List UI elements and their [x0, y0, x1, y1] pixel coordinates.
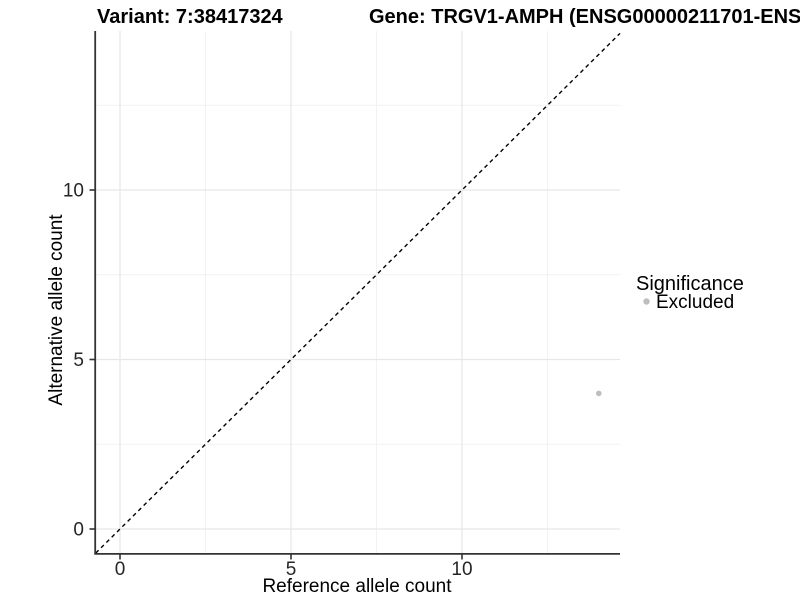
- legend: Significance Excluded: [636, 273, 744, 313]
- x-axis-title: Reference allele count: [262, 576, 452, 597]
- x-tick-label-0: 0: [115, 559, 126, 580]
- identity-reference-line: [95, 32, 621, 554]
- y-tick-label-5: 5: [73, 350, 84, 371]
- x-tick-label-5: 5: [286, 559, 297, 580]
- y-axis-title: Alternative allele count: [46, 214, 67, 406]
- gridlines-major: [95, 31, 620, 553]
- x-tick-label-10: 10: [451, 559, 472, 580]
- y-tick-label-0: 0: [73, 520, 84, 541]
- legend-key-dot-icon: [643, 298, 650, 305]
- plot-title-variant: Variant: 7:38417324: [97, 6, 284, 28]
- gridlines-minor: [95, 31, 620, 553]
- legend-item-label: Excluded: [656, 292, 734, 313]
- plot-title-gene: Gene: TRGV1-AMPH (ENSG00000211701-ENS: [369, 6, 800, 28]
- legend-title: Significance: [636, 273, 744, 295]
- y-tick-label-10: 10: [63, 181, 84, 202]
- data-point: [596, 390, 602, 397]
- axis-lines: [94, 31, 620, 555]
- tick-marks: [89, 189, 463, 560]
